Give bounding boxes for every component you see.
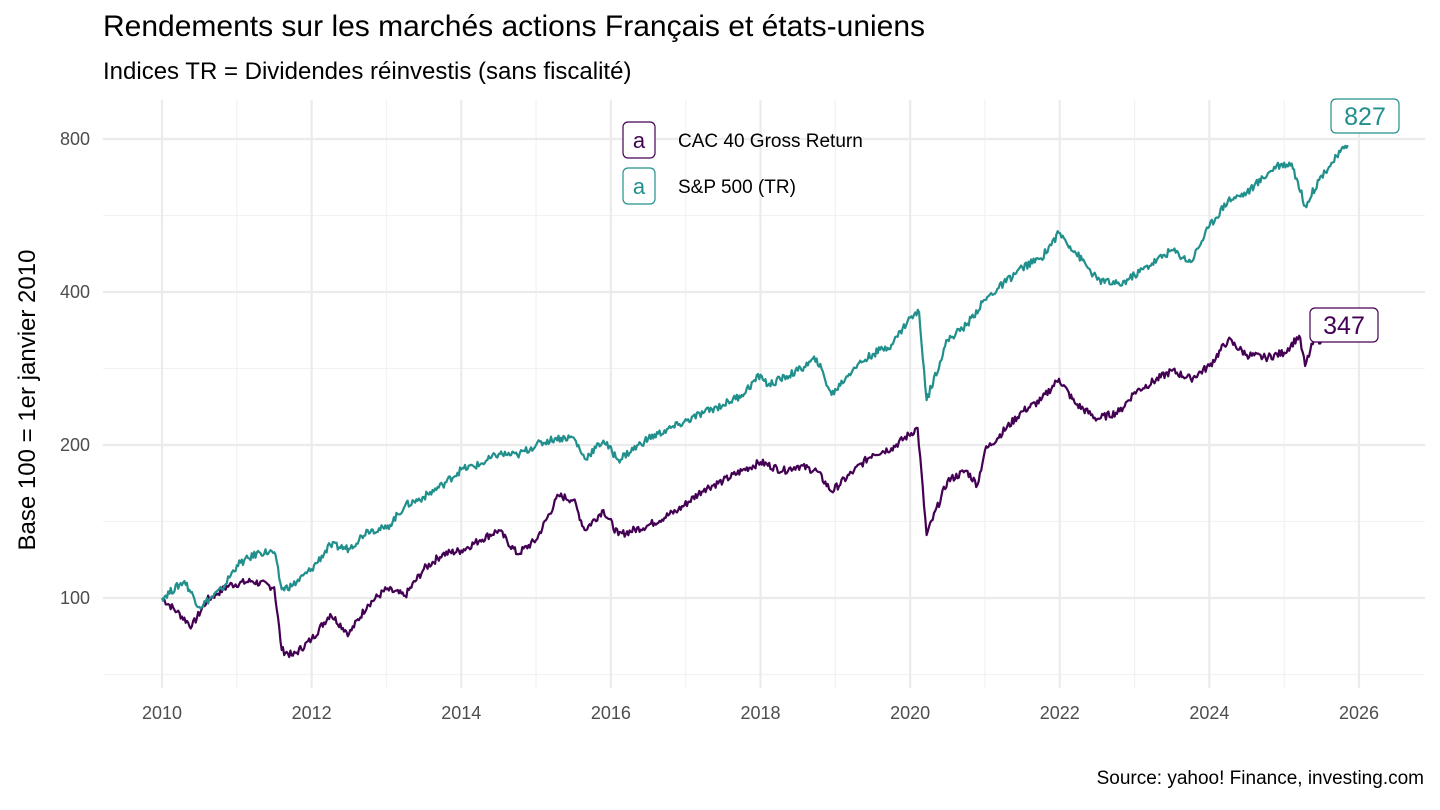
- x-tick-label: 2018: [740, 703, 780, 723]
- end-label-value: 827: [1344, 103, 1386, 131]
- legend-key-box: [622, 167, 656, 205]
- end-label-cac40: 347: [1309, 307, 1379, 343]
- grid-major: [103, 100, 1425, 688]
- legend-key-box: [622, 121, 656, 159]
- y-axis-ticks: 100 200 400 800: [60, 129, 90, 608]
- end-label-value: 347: [1323, 312, 1365, 340]
- x-tick-label: 2026: [1339, 703, 1379, 723]
- x-tick-label: 2020: [890, 703, 930, 723]
- legend-label: S&P 500 (TR): [678, 177, 796, 198]
- x-tick-label: 2012: [292, 703, 332, 723]
- legend: a CAC 40 Gross Return a S&P 500 (TR): [622, 121, 863, 205]
- legend-label: CAC 40 Gross Return: [678, 131, 863, 152]
- chart-title: Rendements sur les marchés actions Franç…: [103, 10, 926, 43]
- y-tick-label: 200: [60, 435, 90, 455]
- y-tick-label: 400: [60, 282, 90, 302]
- x-axis-ticks: 2010 2012 2014 2016 2018 2020 2022 2024 2026: [142, 703, 1379, 723]
- chart-caption: Source: yahoo! Finance, investing.com: [1096, 768, 1424, 789]
- end-label-box: [1330, 98, 1400, 134]
- legend-key-glyph: a: [633, 128, 646, 153]
- y-tick-label: 100: [60, 588, 90, 608]
- legend-item: a CAC 40 Gross Return: [622, 121, 863, 159]
- x-tick-label: 2010: [142, 703, 182, 723]
- x-tick-label: 2024: [1189, 703, 1229, 723]
- chart-subtitle: Indices TR = Dividendes réinvestis (sans…: [103, 58, 632, 85]
- x-tick-label: 2022: [1040, 703, 1080, 723]
- y-tick-label: 800: [60, 129, 90, 149]
- series-line-cac40: [161, 334, 1323, 659]
- end-label-sp500: 827: [1330, 98, 1400, 134]
- legend-key-glyph: a: [633, 174, 646, 199]
- series-line-sp500: [160, 144, 1349, 610]
- grid-minor: [103, 100, 1425, 688]
- x-tick-label: 2016: [591, 703, 631, 723]
- x-tick-label: 2014: [441, 703, 481, 723]
- end-label-box: [1309, 307, 1379, 343]
- series-lines: [160, 144, 1349, 659]
- end-labels: 347 827: [1309, 98, 1400, 343]
- legend-item: a S&P 500 (TR): [622, 167, 796, 205]
